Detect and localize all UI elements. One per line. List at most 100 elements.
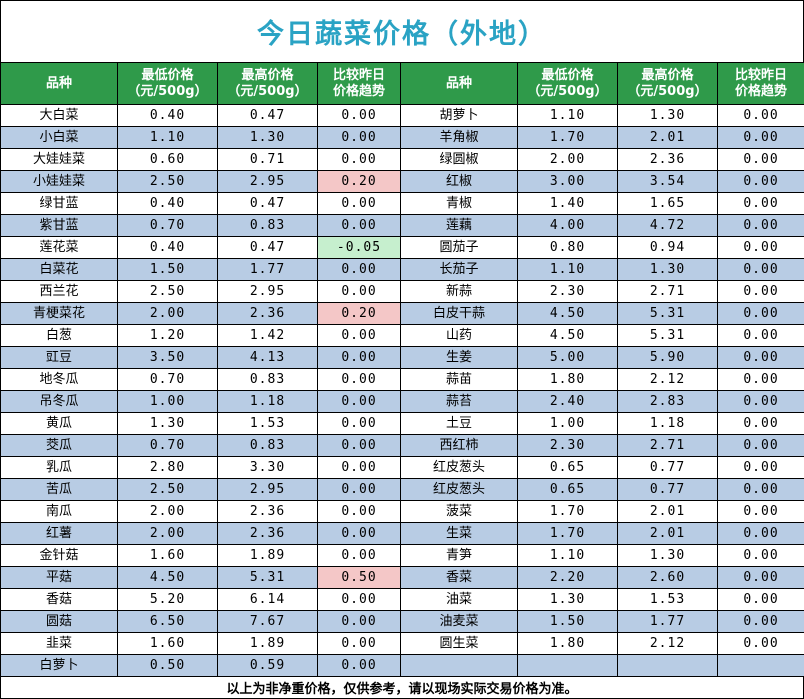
right-low-price: 1.70	[518, 501, 618, 523]
right-low-price: 1.70	[518, 127, 618, 149]
right-high-price: 2.01	[618, 523, 718, 545]
left-high-price: 3.30	[218, 457, 318, 479]
right-price-change: 0.00	[718, 479, 804, 501]
right-price-change: 0.00	[718, 369, 804, 391]
left-low-price: 5.20	[118, 589, 218, 611]
right-low-price: 5.00	[518, 347, 618, 369]
left-high-price: 6.14	[218, 589, 318, 611]
right-high-price: 1.18	[618, 413, 718, 435]
right-high-price: 1.53	[618, 589, 718, 611]
right-item-name: 圆生菜	[401, 633, 518, 655]
left-item-name: 平菇	[1, 567, 118, 589]
right-high-price: 0.94	[618, 237, 718, 259]
left-item-name: 大白菜	[1, 105, 118, 127]
left-high-price: 0.47	[218, 105, 318, 127]
left-item-name: 紫甘蓝	[1, 215, 118, 237]
right-item-name	[401, 655, 518, 677]
left-item-name: 大娃娃菜	[1, 149, 118, 171]
right-price-change: 0.00	[718, 127, 804, 149]
left-price-change: 0.00	[318, 193, 401, 215]
left-low-price: 0.40	[118, 105, 218, 127]
left-price-change: 0.00	[318, 589, 401, 611]
left-low-price: 1.10	[118, 127, 218, 149]
right-price-change: 0.00	[718, 303, 804, 325]
header-high: 最高价格（元/500g）	[618, 63, 718, 105]
right-low-price: 2.40	[518, 391, 618, 413]
left-high-price: 1.77	[218, 259, 318, 281]
left-item-name: 金针菇	[1, 545, 118, 567]
right-high-price: 4.72	[618, 215, 718, 237]
left-high-price: 2.36	[218, 303, 318, 325]
right-high-price: 2.83	[618, 391, 718, 413]
right-low-price: 3.00	[518, 171, 618, 193]
right-low-price: 2.30	[518, 435, 618, 457]
right-price-change: 0.00	[718, 545, 804, 567]
left-item-name: 香菇	[1, 589, 118, 611]
right-low-price: 0.80	[518, 237, 618, 259]
right-item-name: 油菜	[401, 589, 518, 611]
right-price-change: 0.00	[718, 523, 804, 545]
left-price-change: 0.00	[318, 127, 401, 149]
left-high-price: 0.47	[218, 237, 318, 259]
left-price-change: 0.00	[318, 633, 401, 655]
right-item-name: 红椒	[401, 171, 518, 193]
left-item-name: 白葱	[1, 325, 118, 347]
left-item-name: 乳瓜	[1, 457, 118, 479]
right-price-change: 0.00	[718, 325, 804, 347]
right-item-name: 青笋	[401, 545, 518, 567]
left-low-price: 2.00	[118, 303, 218, 325]
right-item-name: 红皮葱头	[401, 457, 518, 479]
left-item-name: 南瓜	[1, 501, 118, 523]
right-high-price: 5.31	[618, 325, 718, 347]
left-low-price: 2.00	[118, 501, 218, 523]
left-high-price: 1.18	[218, 391, 318, 413]
left-item-name: 青梗菜花	[1, 303, 118, 325]
left-low-price: 0.70	[118, 215, 218, 237]
header-low: 最低价格（元/500g）	[118, 63, 218, 105]
left-low-price: 2.80	[118, 457, 218, 479]
left-price-change: 0.00	[318, 479, 401, 501]
left-price-change: 0.00	[318, 369, 401, 391]
right-low-price: 1.70	[518, 523, 618, 545]
left-low-price: 0.50	[118, 655, 218, 677]
left-high-price: 0.83	[218, 369, 318, 391]
price-sheet: 今日蔬菜价格（外地） 品种 最低价格（元/500g） 最高价格（元/500g） …	[0, 0, 804, 669]
right-high-price	[618, 655, 718, 677]
right-item-name: 新蒜	[401, 281, 518, 303]
right-high-price: 2.71	[618, 435, 718, 457]
right-low-price: 1.80	[518, 633, 618, 655]
left-item-name: 绿甘蓝	[1, 193, 118, 215]
footer-note: 以上为非净重价格，仅供参考，请以现场实际交易价格为准。	[0, 677, 804, 699]
left-price-change: 0.00	[318, 435, 401, 457]
left-price-change: 0.00	[318, 501, 401, 523]
left-low-price: 2.00	[118, 523, 218, 545]
left-item-name: 莲花菜	[1, 237, 118, 259]
left-item-name: 韭菜	[1, 633, 118, 655]
right-price-change: 0.00	[718, 567, 804, 589]
right-high-price: 1.30	[618, 545, 718, 567]
right-low-price: 0.65	[518, 479, 618, 501]
right-high-price: 2.01	[618, 501, 718, 523]
header-high: 最高价格（元/500g）	[218, 63, 318, 105]
header-name: 品种	[401, 63, 518, 105]
header-low: 最低价格（元/500g）	[518, 63, 618, 105]
right-price-change: 0.00	[718, 413, 804, 435]
right-high-price: 2.12	[618, 369, 718, 391]
left-high-price: 0.47	[218, 193, 318, 215]
right-high-price: 2.36	[618, 149, 718, 171]
left-price-change: 0.00	[318, 149, 401, 171]
right-high-price: 0.77	[618, 479, 718, 501]
left-high-price: 1.89	[218, 633, 318, 655]
right-price-change: 0.00	[718, 259, 804, 281]
left-high-price: 1.89	[218, 545, 318, 567]
left-low-price: 1.00	[118, 391, 218, 413]
left-price-change: 0.00	[318, 215, 401, 237]
right-high-price: 1.77	[618, 611, 718, 633]
header-change: 比较昨日价格趋势	[718, 63, 804, 105]
